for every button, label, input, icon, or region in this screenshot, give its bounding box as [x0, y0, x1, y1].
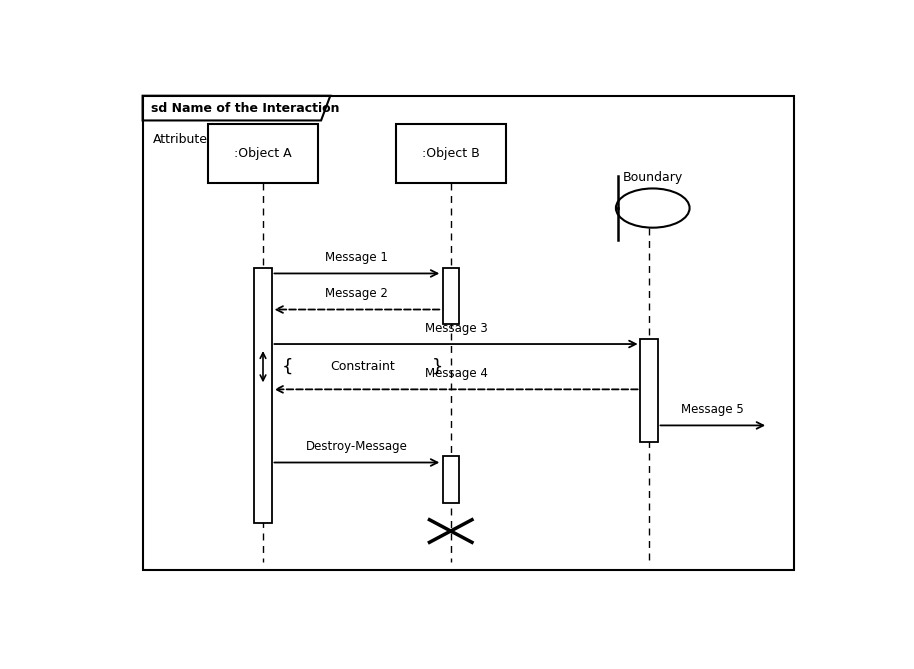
Text: Message 5: Message 5	[682, 403, 744, 416]
Text: Message 4: Message 4	[425, 367, 487, 380]
Text: Message 2: Message 2	[325, 287, 388, 300]
Text: }: }	[432, 358, 443, 376]
Ellipse shape	[616, 189, 689, 227]
Bar	[640, 339, 658, 442]
Bar	[208, 124, 318, 183]
Text: Destroy-Message: Destroy-Message	[306, 440, 408, 453]
Bar	[396, 124, 505, 183]
Text: :Object A: :Object A	[234, 147, 292, 160]
Text: Boundary: Boundary	[622, 171, 683, 185]
Text: sd Name of the Interaction: sd Name of the Interaction	[151, 102, 340, 114]
Bar	[254, 268, 271, 523]
Text: Message 1: Message 1	[325, 251, 388, 264]
Text: :Object B: :Object B	[422, 147, 480, 160]
Text: Message 3: Message 3	[425, 322, 487, 334]
Text: Constraint: Constraint	[331, 360, 395, 373]
Bar	[443, 456, 459, 502]
Text: Attribute: Attribute	[154, 133, 208, 147]
Text: {: {	[282, 358, 293, 376]
Bar	[443, 268, 459, 324]
